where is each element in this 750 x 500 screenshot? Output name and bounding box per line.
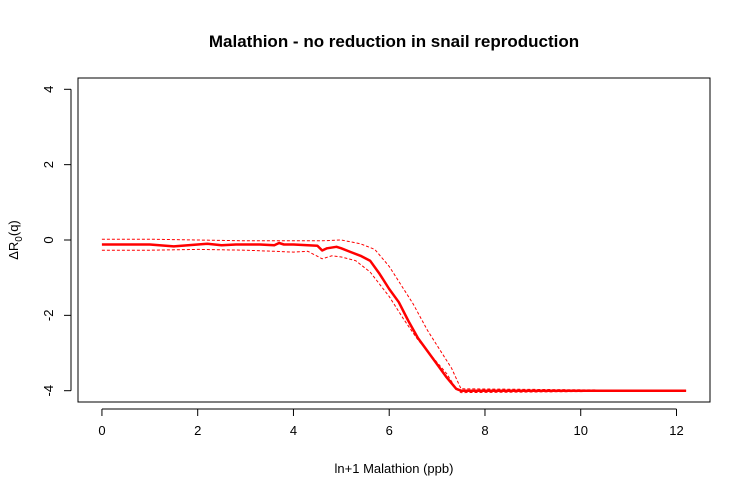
x-tick-label: 4 [290, 423, 297, 438]
x-tick-label: 10 [573, 423, 587, 438]
y-axis-label-sub: 0 [14, 236, 25, 242]
y-tick-label: -4 [41, 385, 56, 397]
y-tick-label: 0 [41, 236, 56, 243]
y-axis-label: ΔR0(q) [6, 220, 25, 260]
series-line-lower [101, 248, 687, 394]
x-tick-label: 0 [98, 423, 105, 438]
x-axis: 0 2 4 6 8 10 12 [98, 408, 684, 438]
chart-title: Malathion - no reduction in snail reprod… [209, 32, 579, 51]
x-tick-label: 8 [481, 423, 488, 438]
y-axis-label-tail: (q) [6, 220, 21, 236]
series-line-upper [101, 238, 687, 392]
y-tick-label: 2 [41, 161, 56, 168]
y-axis: -4 -2 0 2 4 [41, 86, 72, 397]
plot-frame [77, 77, 711, 403]
y-tick-label: -2 [41, 310, 56, 322]
x-tick-label: 12 [669, 423, 683, 438]
x-tick-label: 6 [386, 423, 393, 438]
x-tick-label: 2 [194, 423, 201, 438]
series-line-estimate [101, 241, 687, 392]
series-layer [101, 238, 687, 394]
y-axis-label-main: ΔR [6, 242, 21, 260]
y-tick-label: 4 [41, 86, 56, 93]
x-axis-label: ln+1 Malathion (ppb) [335, 461, 454, 476]
